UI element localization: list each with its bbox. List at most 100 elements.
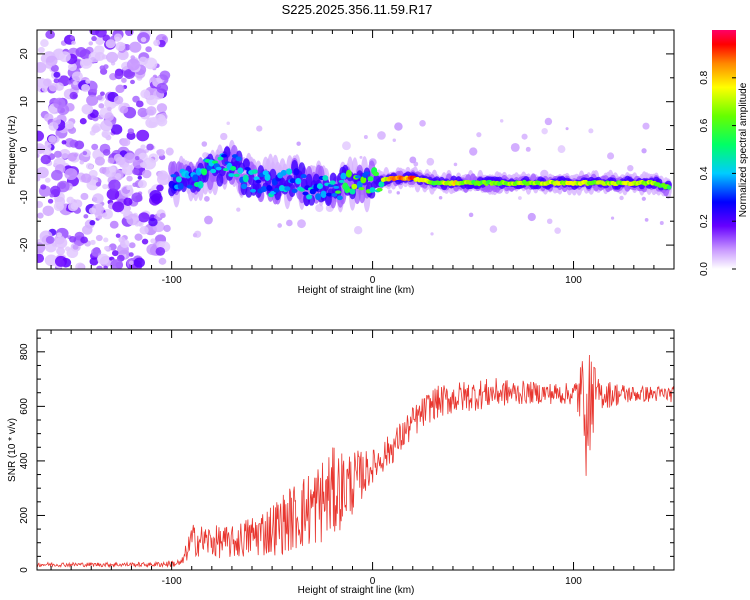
spectrogram-ridge-cell (251, 169, 258, 174)
spectrogram-faint-blob (557, 145, 566, 153)
spectrogram-ridge-cell (363, 171, 370, 175)
spectrogram-faint-blob (394, 122, 403, 131)
spectrogram-ridge-cell (186, 184, 193, 189)
spectrogram-noise-blob (157, 173, 171, 186)
spectrogram-noise-blob (140, 37, 147, 43)
colorbar: 0.0 0.2 0.4 0.6 0.8 Normalized spectral ampl… (699, 30, 749, 276)
snr-x-tick-label: 0 (370, 576, 376, 587)
spectrogram-noise-blob (82, 151, 88, 156)
spectrogram-noise-blob (95, 36, 105, 46)
spectrogram-noise-blob (156, 149, 162, 155)
spectrogram-noise-blob (57, 104, 70, 116)
spectrogram-ridge-cell (201, 168, 208, 176)
spectrogram-faint-blob (430, 232, 434, 236)
snr-y-ticks: 0 200 400 600 800 (19, 337, 674, 573)
spectrogram-noise-blob (137, 107, 148, 118)
spectrogram-noise-blob (151, 193, 163, 204)
colorbar-tick-label: 0.4 (699, 166, 710, 180)
spectrogram-noise-blob (108, 179, 121, 191)
spectrogram-noise-blob (150, 116, 157, 123)
spectrogram-noise-blob (130, 55, 136, 60)
snr-frame (36, 329, 675, 571)
spectrogram-ridge-cell (306, 194, 313, 200)
spectrogram-noise-blob (101, 131, 109, 138)
spectrogram-noise-blob (80, 236, 88, 244)
snr-x-tick-label: 100 (565, 576, 582, 587)
spectrogram-ridge-cell (264, 173, 271, 181)
spectrogram-noise-blob (156, 82, 169, 94)
spectrogram-faint-blob (527, 212, 536, 222)
snr-series-line (37, 354, 674, 569)
spectrogram-ridge-cell (235, 156, 242, 162)
spectrogram-noise-blob (64, 120, 75, 130)
spectrogram-noise-blob (158, 257, 167, 265)
spectrogram-noise-blob (136, 129, 150, 142)
spectrogram-noise-blob (71, 71, 83, 82)
spectrogram-noise-blob (134, 156, 140, 161)
spectrogram-noise-blob (156, 103, 168, 113)
spectrogram-ridge-cell (369, 187, 376, 193)
spectrogram-ridge-cell (295, 177, 302, 185)
spectrogram-ridge-cell (215, 166, 222, 171)
spectrogram-ridge-cell (240, 183, 247, 190)
spectrogram-noise-blob (115, 233, 121, 238)
spectrogram-faint-blob (377, 131, 386, 140)
spectrogram-noise-blob (45, 236, 55, 244)
spectrogram-noise-blob (109, 166, 116, 173)
spectrogram-x-ticks: -100 0 100 (50, 30, 675, 286)
spectrogram-y-tick-label: -10 (19, 190, 30, 205)
spectrogram-ridge-cell (217, 156, 224, 161)
spectrogram-noise-blob (106, 106, 112, 112)
spectrogram-noise-blob (69, 91, 78, 100)
spectrogram-ridge-cell (228, 173, 235, 178)
spectrogram-faint-blob (453, 162, 458, 167)
spectrogram-faint-blob (659, 221, 664, 225)
spectrogram-faint-blob (644, 218, 649, 222)
spectrogram-noise-blob (89, 220, 96, 226)
spectrogram-noise-blob (123, 152, 136, 164)
spectrogram-ridge-cell (221, 154, 228, 158)
spectrogram-noise-blob (48, 83, 58, 92)
spectrogram-noise-blob (79, 118, 87, 125)
spectrogram-noise-blob (54, 255, 67, 267)
spectrogram-x-tick-label: 0 (370, 275, 376, 286)
spectrogram-noise-blob (127, 128, 135, 135)
spectrogram-noise-blob (107, 157, 115, 164)
spectrogram-noise-blob (103, 245, 109, 251)
spectrogram-x-tick-label: -100 (162, 275, 182, 286)
spectrogram-faint-blob (469, 147, 478, 156)
spectrogram-ridge-cell (315, 193, 322, 201)
spectrogram-faint-blob (286, 219, 293, 227)
spectrogram-ridge-cell (175, 176, 182, 183)
spectrogram-noise-blob (156, 184, 164, 192)
spectrogram-ridge-cell (250, 188, 257, 193)
spectrogram-noise-blob (150, 238, 156, 244)
spectrogram-noise-blob (121, 164, 134, 176)
spectrogram-noise-blob (134, 233, 143, 241)
colorbar-gradient (712, 30, 736, 269)
spectrogram-noise-blob (37, 176, 41, 182)
spectrogram-faint-blob (541, 127, 548, 135)
spectrogram-noise-blob (56, 232, 63, 238)
spectrogram-noise-blob (128, 242, 136, 249)
spectrogram-ridge-cell (329, 180, 336, 185)
spectrogram-noise-blob (110, 124, 123, 135)
spectrogram-noise-blob (96, 265, 103, 269)
spectrogram-faint-blob (163, 224, 171, 233)
spectrogram-ridge-halo (216, 173, 224, 187)
spectrogram-noise-blob (48, 135, 57, 143)
spectrogram-noise-blob (98, 103, 105, 109)
spectrogram-ridge-cell (212, 160, 219, 164)
spectrogram-noise-blob (128, 252, 134, 257)
spectrogram-noise-blob (120, 241, 126, 247)
spectrogram-noise-blob (103, 265, 108, 269)
spectrogram-noise-blob (110, 259, 124, 269)
spectrogram-ridge-halo (242, 158, 250, 169)
spectrogram-noise-blob (115, 84, 125, 94)
spectrogram-noise-blob (138, 212, 150, 223)
spectrogram-noise-blob (79, 49, 91, 60)
spectrogram-noise-blob (85, 79, 91, 84)
spectrogram-faint-blob (489, 225, 498, 233)
spectrogram-ridge-cell (192, 174, 199, 182)
